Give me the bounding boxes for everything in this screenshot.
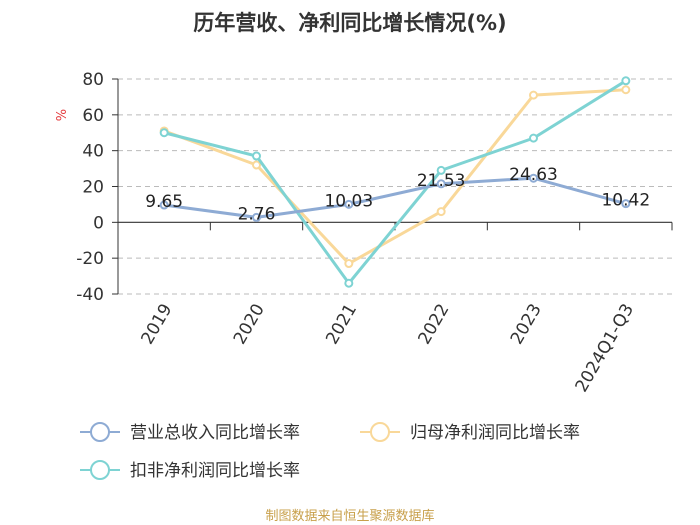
data-point bbox=[436, 207, 446, 217]
source-note: 制图数据来自恒生聚源数据库 bbox=[265, 508, 434, 524]
data-point bbox=[529, 90, 538, 100]
data-point bbox=[252, 151, 261, 161]
x-tick-label: 2022 bbox=[415, 301, 454, 348]
data-point bbox=[621, 76, 631, 86]
data-label: 21.53 bbox=[417, 171, 466, 191]
data-point bbox=[621, 85, 631, 95]
data-point bbox=[252, 160, 261, 170]
data-point bbox=[621, 199, 631, 209]
x-axis: 2019 2020 2021 2022 2023 2024Q1-Q3 bbox=[117, 222, 673, 396]
y-tick-label: 80 bbox=[82, 70, 104, 90]
y-tick-label: -20 bbox=[76, 249, 104, 269]
data-point bbox=[252, 212, 261, 222]
y-tick-label: 20 bbox=[82, 178, 104, 198]
x-tick-label: 2021 bbox=[322, 301, 361, 348]
y-tick-label: 40 bbox=[82, 142, 104, 162]
series-line bbox=[163, 79, 627, 285]
data-point bbox=[529, 173, 538, 183]
chart-title: 历年营收、净利同比增长情况(%) bbox=[193, 11, 506, 35]
data-point bbox=[344, 199, 354, 209]
y-tick-label: 60 bbox=[82, 106, 104, 126]
data-label: 10.03 bbox=[324, 191, 373, 211]
legend-label: 营业总收入同比增长率 bbox=[130, 423, 300, 443]
series-line bbox=[163, 176, 627, 219]
data-point bbox=[344, 259, 354, 269]
data-label: 24.63 bbox=[509, 165, 558, 185]
grid-lines bbox=[118, 78, 672, 295]
legend-label: 归母净利润同比增长率 bbox=[410, 423, 580, 443]
series-line bbox=[163, 88, 626, 266]
x-tick-label: 2020 bbox=[230, 301, 269, 348]
data-labels: 9.65 2.76 10.03 21.53 24.63 10.42 bbox=[145, 165, 650, 224]
data-point bbox=[159, 200, 169, 210]
legend-marker bbox=[370, 422, 390, 442]
legend-marker bbox=[90, 460, 110, 480]
data-label: 9.65 bbox=[145, 192, 183, 212]
data-point bbox=[436, 179, 446, 189]
legend-marker bbox=[90, 422, 110, 442]
x-tick-label: 2023 bbox=[507, 301, 546, 348]
y-axis-unit: % bbox=[55, 109, 70, 121]
legend-label: 扣非净利润同比增长率 bbox=[130, 461, 300, 481]
y-tick-label: 0 bbox=[93, 213, 104, 233]
data-point bbox=[159, 128, 169, 138]
y-tick-label: -40 bbox=[76, 285, 104, 305]
data-label: 2.76 bbox=[238, 204, 276, 224]
y-axis-ticks: 80 60 40 20 0 -20 -40 bbox=[76, 70, 119, 305]
data-point bbox=[344, 278, 354, 288]
x-tick-label: 2024Q1-Q3 bbox=[572, 301, 639, 396]
data-point bbox=[436, 165, 446, 175]
series-group bbox=[159, 76, 631, 288]
data-label: 10.42 bbox=[601, 191, 650, 211]
x-tick-label: 2019 bbox=[138, 301, 177, 348]
data-point bbox=[529, 133, 538, 143]
